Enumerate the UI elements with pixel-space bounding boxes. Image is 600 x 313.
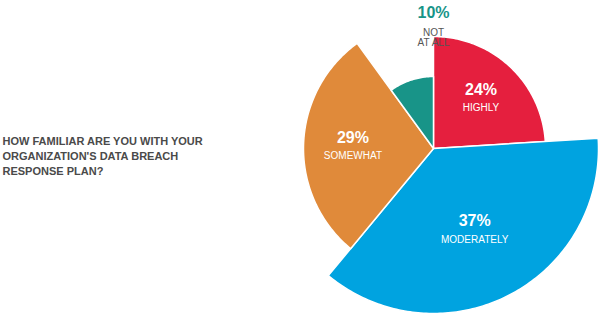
svg-text:24%: 24% bbox=[465, 81, 497, 98]
svg-text:HOW FAMILIAR ARE YOU WITH YOUR: HOW FAMILIAR ARE YOU WITH YOURORGANIZATI… bbox=[3, 135, 203, 177]
svg-text:37%: 37% bbox=[459, 212, 491, 229]
svg-text:NOTAT ALL: NOTAT ALL bbox=[418, 27, 450, 48]
svg-text:HIGHLY: HIGHLY bbox=[463, 102, 500, 113]
svg-text:SOMEWHAT: SOMEWHAT bbox=[324, 150, 382, 161]
svg-text:10%: 10% bbox=[417, 4, 449, 21]
svg-text:MODERATELY: MODERATELY bbox=[441, 234, 509, 245]
svg-text:29%: 29% bbox=[337, 129, 369, 146]
